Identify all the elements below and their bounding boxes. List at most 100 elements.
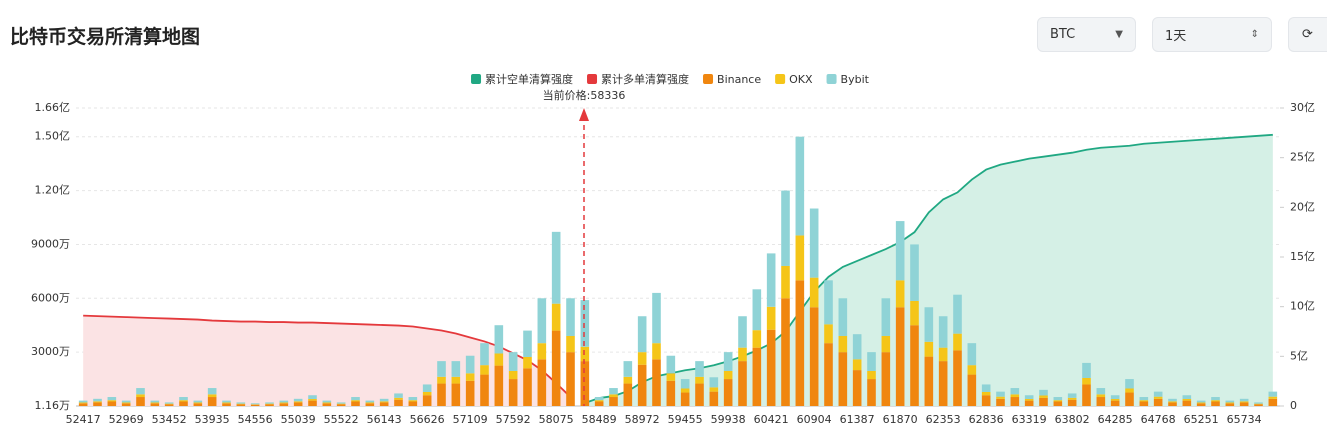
x-tick-label: 59938: [711, 413, 746, 426]
x-tick-label: 62353: [926, 413, 961, 426]
bar-segment: [480, 343, 489, 366]
bar-segment: [981, 395, 991, 406]
bar-segment: [838, 352, 848, 406]
bar-segment: [910, 300, 919, 326]
bar-segment: [1211, 401, 1220, 406]
bar-segment: [150, 400, 160, 403]
x-tick-label: 56626: [410, 413, 445, 426]
bar-segment: [408, 397, 418, 401]
bar-segment: [867, 352, 876, 371]
bar-segment: [480, 365, 489, 375]
bar-segment: [236, 404, 246, 406]
bar-segment: [1239, 402, 1249, 406]
bar-segment: [881, 335, 891, 353]
x-tick-label: 63802: [1055, 413, 1090, 426]
bar-segment: [93, 402, 102, 406]
bar-segment: [1239, 401, 1249, 403]
bar-segment: [967, 374, 977, 406]
bar-segment: [1082, 377, 1091, 385]
symbol-select[interactable]: BTC ▼: [1037, 17, 1136, 52]
bar-segment: [652, 359, 661, 406]
bar-segment: [1125, 379, 1134, 389]
bar-segment: [1211, 400, 1220, 402]
bar-segment: [136, 397, 145, 406]
bar-segment: [265, 404, 274, 406]
bar-segment: [666, 373, 676, 381]
bar-segment: [1010, 394, 1020, 398]
bar-segment: [852, 359, 862, 371]
bar-segment: [78, 402, 88, 404]
bar-segment: [351, 397, 360, 401]
legend-swatch: [703, 74, 714, 84]
bar-segment: [1039, 389, 1048, 396]
bar-segment: [680, 388, 690, 393]
price-annotation: 当前价格:58336: [543, 88, 626, 102]
bar-segment: [752, 330, 762, 348]
bar-segment: [465, 380, 475, 406]
x-tick-label: 60421: [754, 413, 789, 426]
bar-segment: [121, 403, 131, 406]
bar-segment: [938, 361, 948, 406]
bar-segment: [222, 400, 231, 403]
bar-segment: [1096, 388, 1106, 395]
y2-tick-label: 25亿: [1290, 151, 1315, 164]
bar-segment: [1153, 398, 1163, 406]
bar-segment: [637, 364, 647, 406]
bar-segment: [93, 401, 102, 403]
bar-segment: [824, 280, 833, 325]
bar-segment: [1067, 393, 1077, 398]
bar-segment: [1067, 397, 1077, 400]
bar-segment: [494, 325, 504, 354]
bar-segment: [207, 397, 217, 406]
refresh-icon: ⟳: [1302, 27, 1313, 42]
x-tick-label: 58489: [582, 413, 617, 426]
bar-segment: [996, 391, 1005, 397]
bar-segment: [695, 361, 704, 377]
bar-segment: [236, 403, 246, 405]
bar-segment: [1053, 400, 1063, 402]
bar-segment: [322, 403, 332, 406]
x-tick-label: 64285: [1098, 413, 1133, 426]
bar-segment: [752, 289, 762, 331]
x-tick-label: 63319: [1012, 413, 1047, 426]
bar-segment: [953, 350, 962, 406]
y-tick-label: 1.20亿: [35, 184, 71, 197]
bar-segment: [1010, 397, 1020, 406]
refresh-button[interactable]: ⟳: [1288, 17, 1327, 52]
bar-segment: [881, 298, 891, 336]
y2-tick-label: 30亿: [1290, 101, 1315, 114]
bar-segment: [136, 394, 145, 398]
y-tick-label: 3000万: [31, 345, 70, 358]
bar-segment: [179, 401, 188, 406]
price-arrow: [579, 108, 589, 121]
bar-segment: [136, 388, 145, 395]
bar-segment: [895, 280, 905, 308]
bar-segment: [809, 208, 819, 278]
bar-segment: [551, 303, 561, 331]
bar-segment: [1268, 391, 1278, 397]
bar-segment: [938, 316, 948, 348]
bar-segment: [1110, 395, 1120, 399]
bar-segment: [322, 400, 332, 403]
bar-segment: [766, 253, 776, 307]
x-tick-label: 55039: [281, 413, 316, 426]
bar-segment: [265, 402, 274, 404]
bar-segment: [351, 400, 360, 402]
legend-label: 累计多单清算强度: [601, 72, 689, 86]
x-tick-label: 58075: [539, 413, 574, 426]
bar-segment: [1225, 402, 1235, 404]
bar-segment: [666, 355, 676, 374]
bar-segment: [680, 392, 690, 406]
bar-segment: [207, 388, 217, 395]
bar-segment: [594, 401, 604, 406]
bar-segment: [981, 384, 991, 392]
bar-segment: [824, 343, 833, 406]
x-tick-label: 58972: [625, 413, 660, 426]
bar-segment: [1024, 398, 1034, 401]
bar-segment: [365, 400, 375, 403]
x-tick-label: 61870: [883, 413, 918, 426]
bar-segment: [1225, 403, 1235, 406]
y2-tick-label: 20亿: [1290, 200, 1315, 213]
interval-select[interactable]: 1天 ⇕: [1152, 17, 1272, 52]
bar-segment: [594, 400, 604, 402]
